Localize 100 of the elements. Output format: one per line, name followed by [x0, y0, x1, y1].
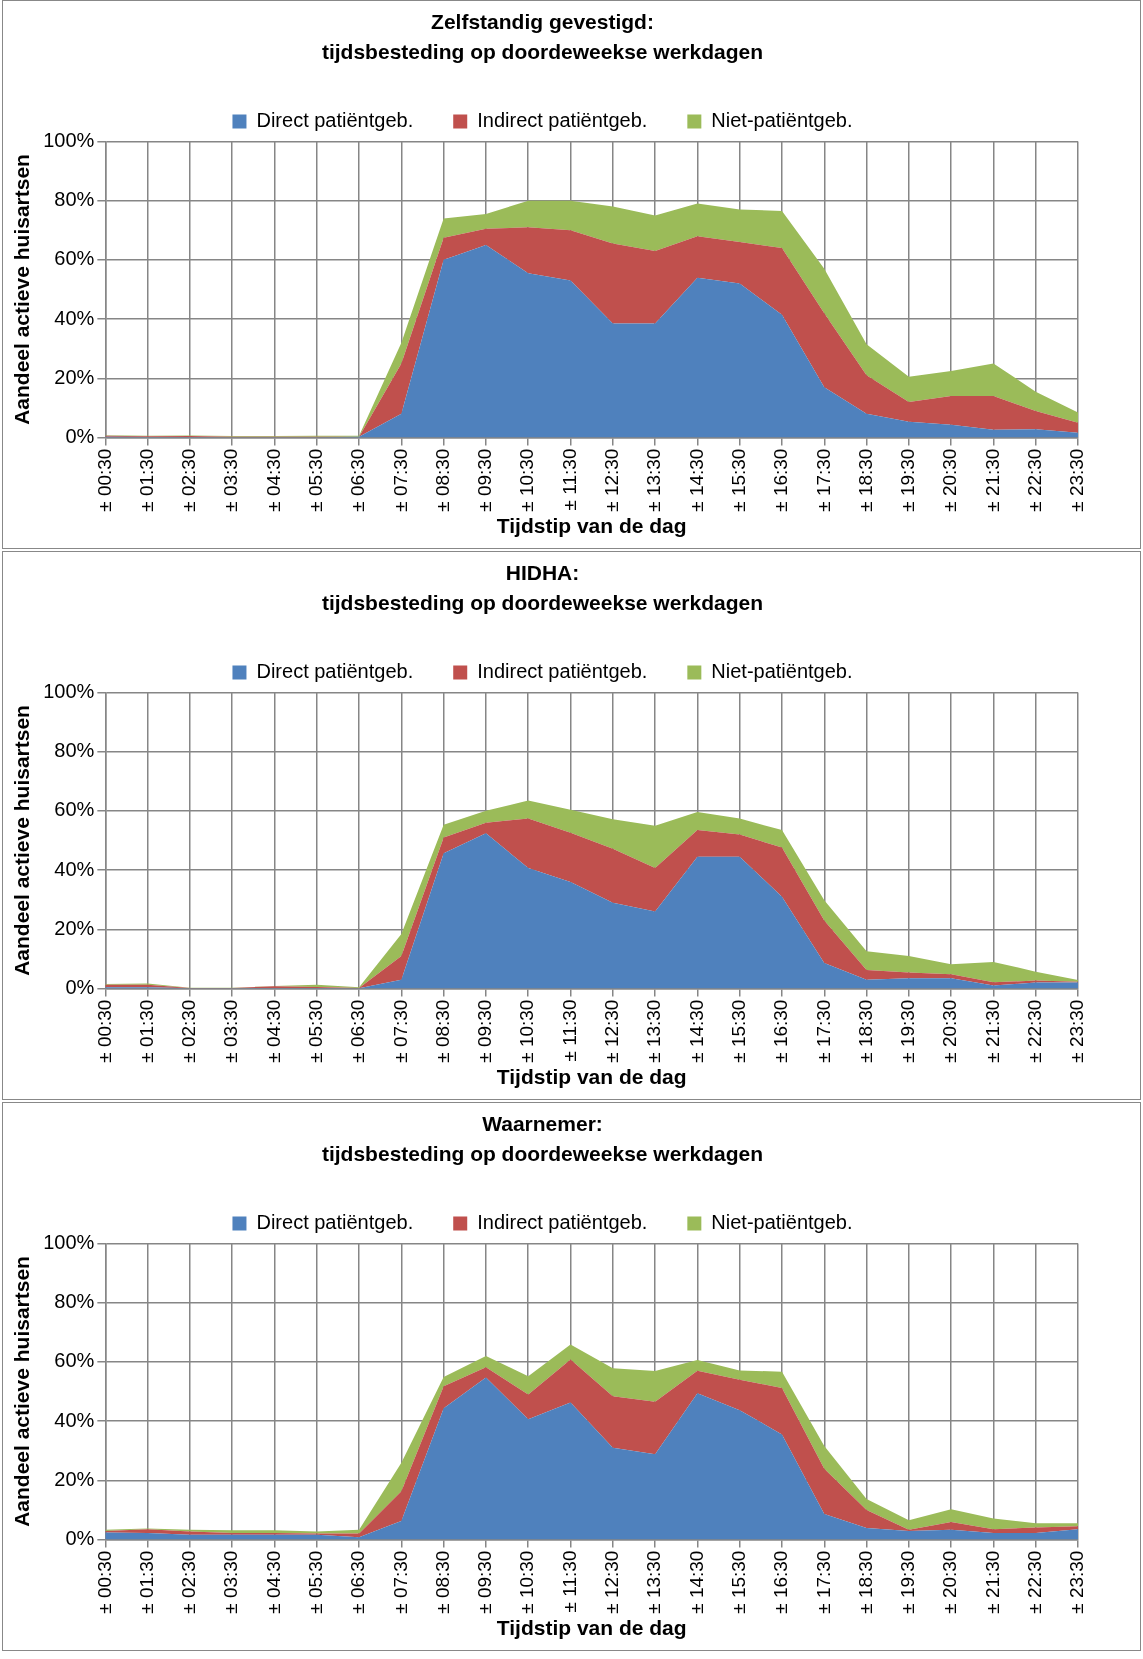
x-tick-label: ± 17:30: [812, 1550, 834, 1614]
chart-subtitle: tijdsbesteding op doordeweekse werkdagen: [321, 1141, 764, 1165]
x-tick-label: ± 15:30: [727, 1550, 749, 1614]
x-tick-label: ± 01:30: [135, 448, 157, 512]
x-tick-label: ± 07:30: [389, 1550, 411, 1614]
y-axis-title: Aandeel actieve huisartsen: [10, 154, 34, 425]
x-axis-title: Tijdstip van de dag: [496, 1616, 687, 1640]
x-tick-label: ± 18:30: [854, 1550, 876, 1614]
x-tick-label: ± 16:30: [770, 1550, 792, 1614]
x-tick-label: ± 12:30: [601, 448, 623, 512]
x-tick-label: ± 10:30: [516, 999, 538, 1063]
x-tick-label: ± 11:30: [558, 1550, 580, 1613]
y-tick-label: 80%: [54, 188, 95, 211]
x-tick-label: ± 04:30: [262, 448, 284, 512]
x-tick-label: ± 08:30: [431, 999, 453, 1063]
chart-title: HIDHA:: [505, 561, 580, 585]
x-tick-label: ± 14:30: [685, 448, 707, 512]
chart-title: Zelfstandig gevestigd:: [431, 10, 654, 34]
legend-label: Direct patiëntgeb.: [256, 108, 414, 131]
x-tick-label: ± 07:30: [389, 999, 411, 1063]
x-tick-label: ± 10:30: [516, 1550, 538, 1614]
x-tick-label: ± 09:30: [474, 448, 496, 512]
x-tick-label: ± 08:30: [431, 448, 453, 512]
x-tick-label: ± 08:30: [431, 1550, 453, 1614]
x-tick-label: ± 04:30: [262, 1550, 284, 1614]
x-tick-label: ± 20:30: [939, 1550, 961, 1614]
y-tick-label: 80%: [54, 739, 95, 762]
x-tick-label: ± 19:30: [897, 1550, 919, 1614]
x-tick-label: ± 21:30: [981, 999, 1003, 1063]
x-tick-label: ± 11:30: [558, 448, 580, 511]
legend-label: Indirect patiëntgeb.: [477, 1210, 648, 1233]
x-tick-label: ± 06:30: [347, 999, 369, 1063]
y-tick-label: 60%: [54, 1349, 95, 1372]
x-tick-label: ± 02:30: [178, 448, 200, 512]
y-tick-label: 100%: [43, 679, 95, 702]
x-tick-label: ± 15:30: [727, 999, 749, 1063]
x-tick-label: ± 18:30: [854, 999, 876, 1063]
y-tick-label: 0%: [65, 976, 95, 999]
y-axis-title: Aandeel actieve huisartsen: [10, 705, 34, 976]
y-tick-label: 60%: [54, 798, 95, 821]
y-tick-label: 20%: [54, 916, 95, 939]
x-tick-label: ± 05:30: [305, 448, 327, 512]
x-tick-label: ± 17:30: [812, 448, 834, 512]
x-tick-label: ± 09:30: [474, 1550, 496, 1614]
legend-label: Direct patiëntgeb.: [256, 1210, 414, 1233]
x-tick-label: ± 02:30: [178, 999, 200, 1063]
x-tick-label: ± 04:30: [262, 999, 284, 1063]
legend-label: Indirect patiëntgeb.: [477, 659, 648, 682]
x-tick-label: ± 13:30: [643, 1550, 665, 1614]
x-tick-label: ± 06:30: [347, 448, 369, 512]
x-tick-label: ± 20:30: [939, 448, 961, 512]
legend-label: Direct patiëntgeb.: [256, 659, 414, 682]
x-tick-label: ± 19:30: [897, 448, 919, 512]
x-tick-label: ± 20:30: [939, 999, 961, 1063]
x-tick-label: ± 02:30: [178, 1550, 200, 1614]
x-tick-label: ± 07:30: [389, 448, 411, 512]
x-tick-label: ± 14:30: [685, 1550, 707, 1614]
y-tick-label: 60%: [54, 247, 95, 270]
x-tick-label: ± 10:30: [516, 448, 538, 512]
y-tick-label: 40%: [54, 1408, 95, 1431]
x-tick-label: ± 16:30: [770, 999, 792, 1063]
y-tick-label: 100%: [43, 128, 95, 151]
x-tick-label: ± 00:30: [93, 448, 115, 512]
x-tick-label: ± 15:30: [727, 448, 749, 512]
y-tick-label: 80%: [54, 1290, 95, 1313]
x-tick-label: ± 14:30: [685, 999, 707, 1063]
x-tick-label: ± 23:30: [1066, 448, 1088, 512]
x-tick-label: ± 13:30: [643, 448, 665, 512]
x-tick-label: ± 21:30: [981, 448, 1003, 512]
x-tick-label: ± 22:30: [1023, 1550, 1045, 1614]
y-tick-label: 20%: [54, 1467, 95, 1490]
chart-subtitle: tijdsbesteding op doordeweekse werkdagen: [321, 590, 764, 614]
x-tick-label: ± 11:30: [558, 999, 580, 1062]
x-axis-title: Tijdstip van de dag: [496, 1065, 687, 1089]
x-tick-label: ± 03:30: [220, 448, 242, 512]
x-tick-label: ± 12:30: [601, 1550, 623, 1614]
x-tick-label: ± 00:30: [93, 999, 115, 1063]
y-tick-label: 40%: [54, 306, 95, 329]
chart-subtitle: tijdsbesteding op doordeweekse werkdagen: [321, 39, 764, 63]
x-tick-label: ± 03:30: [220, 999, 242, 1063]
x-tick-label: ± 23:30: [1066, 1550, 1088, 1614]
x-tick-label: ± 22:30: [1023, 999, 1045, 1063]
legend-label: Niet-patiëntgeb.: [711, 659, 853, 682]
legend-label: Niet-patiëntgeb.: [711, 108, 853, 131]
x-tick-label: ± 12:30: [601, 999, 623, 1063]
x-tick-label: ± 17:30: [812, 999, 834, 1063]
x-tick-label: ± 22:30: [1023, 448, 1045, 512]
x-tick-label: ± 05:30: [305, 1550, 327, 1614]
x-tick-label: ± 13:30: [643, 999, 665, 1063]
legend-label: Niet-patiëntgeb.: [711, 1210, 853, 1233]
x-tick-label: ± 23:30: [1066, 999, 1088, 1063]
x-tick-label: ± 01:30: [135, 999, 157, 1063]
x-tick-label: ± 16:30: [770, 448, 792, 512]
y-tick-label: 20%: [54, 365, 95, 388]
x-tick-label: ± 18:30: [854, 448, 876, 512]
x-tick-label: ± 00:30: [93, 1550, 115, 1614]
x-tick-label: ± 19:30: [897, 999, 919, 1063]
y-axis-title: Aandeel actieve huisartsen: [10, 1256, 34, 1527]
x-tick-label: ± 21:30: [981, 1550, 1003, 1614]
x-tick-label: ± 06:30: [347, 1550, 369, 1614]
